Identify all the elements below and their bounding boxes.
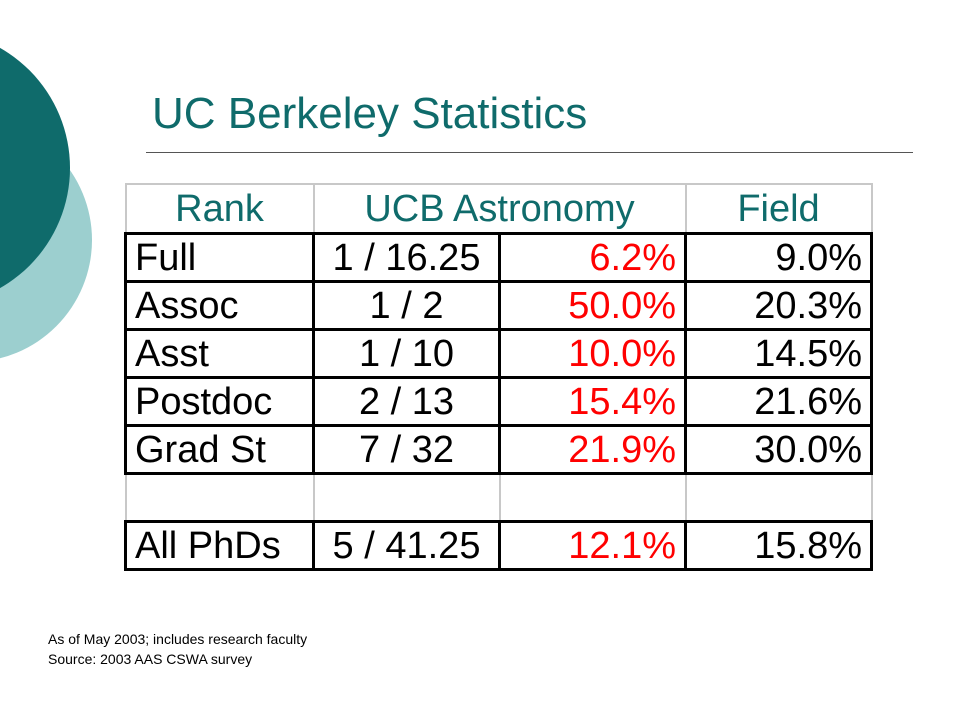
table-row: Full 1 / 16.25 6.2% 9.0%: [124, 232, 873, 283]
ucb-percent-cell: 6.2%: [498, 232, 687, 283]
footnote-source: Source: 2003 AAS CSWA survey: [48, 651, 253, 667]
ucb-percent-cell: 10.0%: [498, 328, 687, 379]
ucb-percent-cell: 50.0%: [498, 280, 687, 331]
title-underline: [146, 152, 913, 153]
ucb-percent-cell: 21.9%: [498, 424, 687, 475]
count-cell: 2 / 13: [312, 376, 501, 427]
footnotes: As of May 2003; includes research facult…: [48, 629, 307, 669]
table-row: Postdoc 2 / 13 15.4% 21.6%: [124, 376, 873, 427]
header-rank: Rank: [124, 183, 315, 235]
table-row: Assoc 1 / 2 50.0% 20.3%: [124, 280, 873, 331]
rank-cell: Grad St: [124, 424, 315, 475]
count-cell: 1 / 10: [312, 328, 501, 379]
empty-cell: [124, 472, 315, 523]
field-percent-cell: 30.0%: [684, 424, 873, 475]
field-percent-cell: 9.0%: [684, 232, 873, 283]
count-cell: 7 / 32: [312, 424, 501, 475]
header-ucb-astronomy: UCB Astronomy: [312, 183, 687, 235]
dark-circle-shape: [0, 47, 70, 289]
table-row: Asst 1 / 10 10.0% 14.5%: [124, 328, 873, 379]
count-cell: 1 / 16.25: [312, 232, 501, 283]
table-row: Grad St 7 / 32 21.9% 30.0%: [124, 424, 873, 475]
table-header-row: Rank UCB Astronomy Field: [124, 183, 873, 235]
ucb-percent-cell: 12.1%: [498, 520, 687, 571]
count-cell: 1 / 2: [312, 280, 501, 331]
empty-cell: [312, 472, 501, 523]
field-percent-cell: 14.5%: [684, 328, 873, 379]
statistics-table: Rank UCB Astronomy Field Full 1 / 16.25 …: [124, 183, 873, 571]
empty-cell: [684, 472, 873, 523]
footnote-date: As of May 2003; includes research facult…: [48, 631, 308, 647]
count-cell: 5 / 41.25: [312, 520, 501, 571]
empty-spacer-row: [124, 472, 873, 523]
field-percent-cell: 20.3%: [684, 280, 873, 331]
header-field: Field: [684, 183, 873, 235]
ucb-percent-cell: 15.4%: [498, 376, 687, 427]
empty-cell: [498, 472, 687, 523]
rank-cell: Asst: [124, 328, 315, 379]
field-percent-cell: 15.8%: [684, 520, 873, 571]
rank-cell: Assoc: [124, 280, 315, 331]
field-percent-cell: 21.6%: [684, 376, 873, 427]
slide-title: UC Berkeley Statistics: [152, 89, 588, 138]
rank-cell: All PhDs: [124, 520, 315, 571]
rank-cell: Postdoc: [124, 376, 315, 427]
total-row: All PhDs 5 / 41.25 12.1% 15.8%: [124, 520, 873, 571]
decorative-circles: [0, 0, 110, 400]
rank-cell: Full: [124, 232, 315, 283]
